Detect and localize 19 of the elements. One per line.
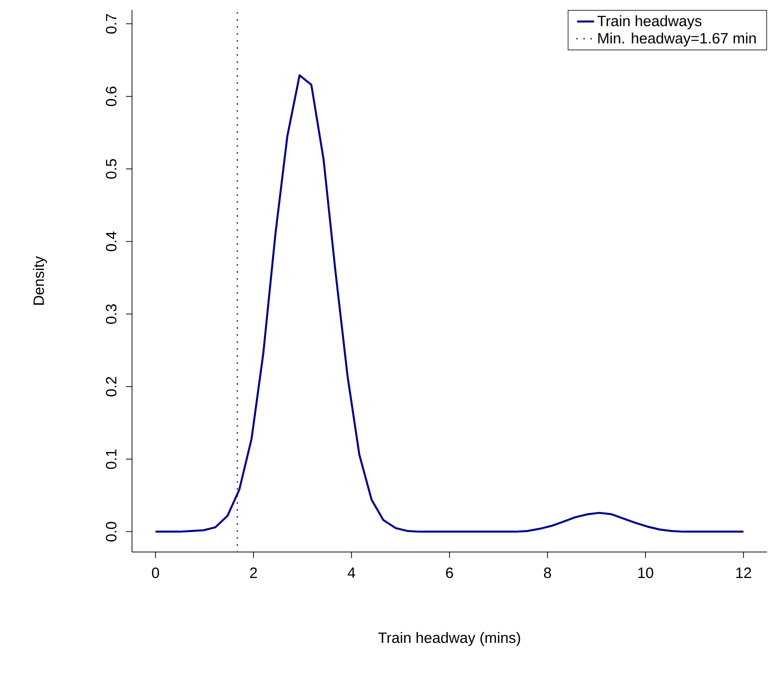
ref-line-label: Min. headway=1.67 min — [598, 32, 756, 47]
x-tick-label: 0 — [152, 568, 160, 578]
x-tick-label: 10 — [638, 568, 654, 578]
y-tick-label: 0.1 — [106, 449, 116, 469]
y-tick-label: 0.4 — [106, 232, 116, 252]
x-tick-label: 12 — [736, 568, 752, 578]
y-tick-label: 0.7 — [106, 14, 116, 34]
x-tick-label: 6 — [446, 568, 454, 578]
x-tick-label: 4 — [348, 568, 356, 578]
y-tick-label: 0.6 — [106, 86, 116, 106]
legend-label: Train headways — [597, 15, 702, 30]
x-tick-label: 2 — [250, 568, 257, 578]
y-tick-label: 0.0 — [106, 522, 116, 542]
y-tick-label: 0.5 — [106, 159, 116, 179]
x-axis-title: Train headway (mins) — [378, 632, 520, 646]
y-tick-label: 0.2 — [106, 376, 116, 396]
y-tick-label: 0.3 — [106, 304, 116, 324]
y-axis-title: Density — [33, 256, 47, 305]
x-tick-label: 8 — [544, 568, 551, 578]
